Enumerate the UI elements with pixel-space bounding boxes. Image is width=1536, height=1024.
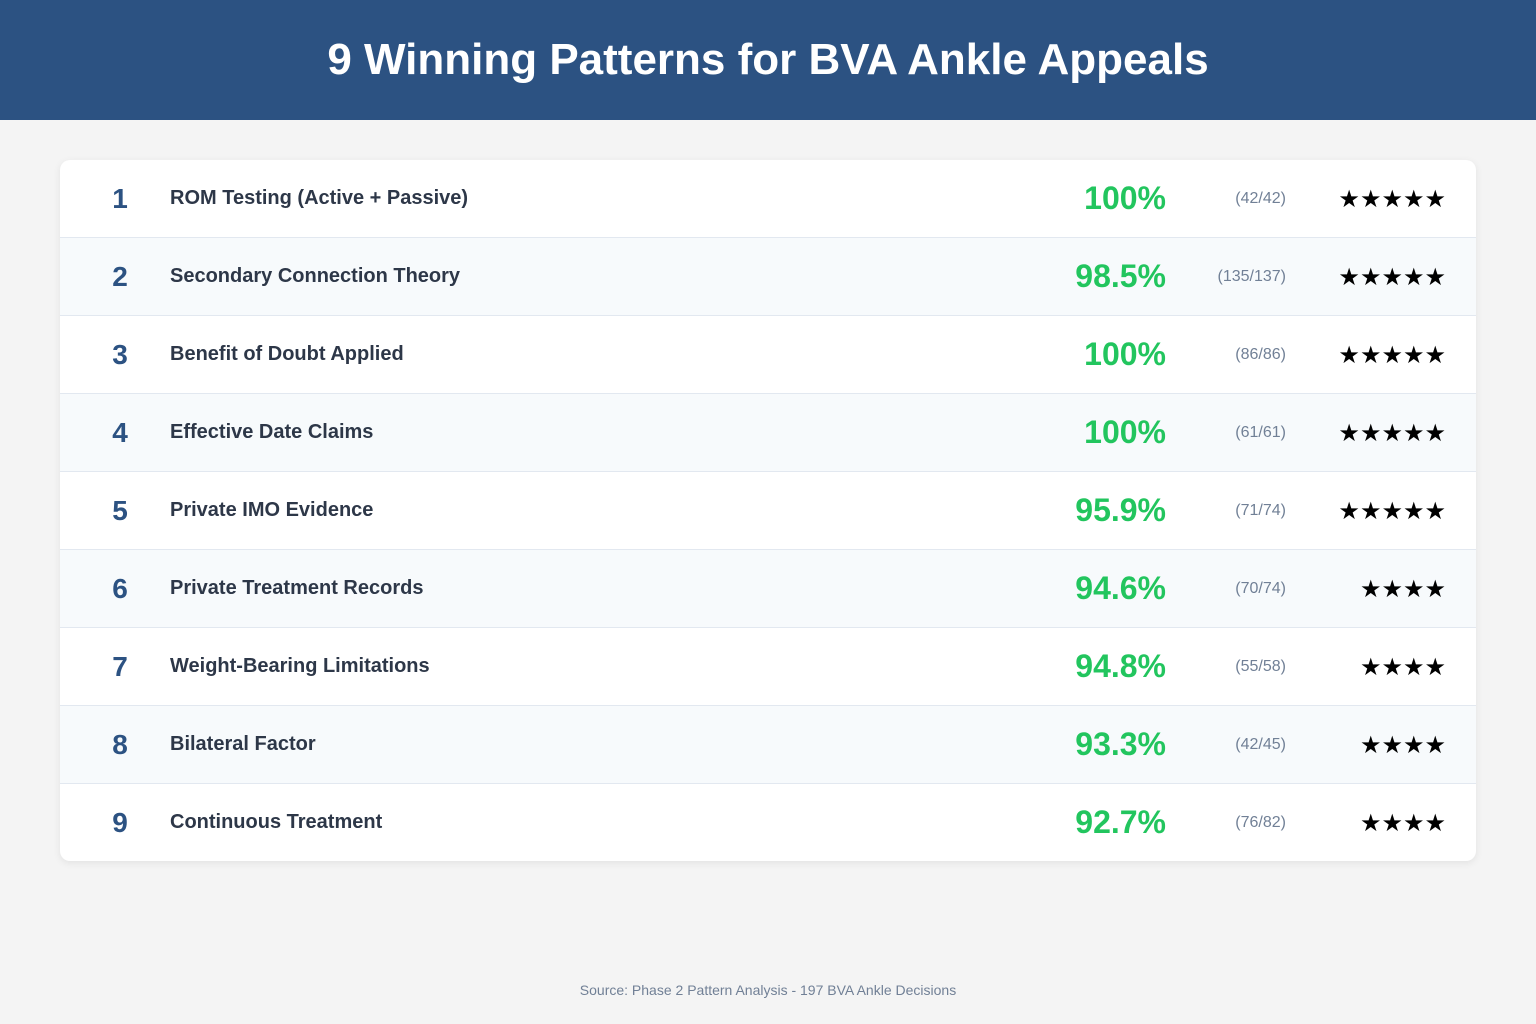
pattern-label: Effective Date Claims [170, 421, 374, 443]
rank-number: 9 [112, 806, 128, 838]
rank-number: 5 [112, 494, 128, 526]
rank-number: 1 [112, 182, 128, 214]
header-banner: 9 Winning Patterns for BVA Ankle Appeals [0, 0, 1536, 120]
win-count: (70/74) [1235, 579, 1286, 597]
star-rating-icon: ★★★★ [1359, 652, 1446, 681]
patterns-table: 1 ROM Testing (Active + Passive) 100% (4… [60, 160, 1476, 861]
rank-number: 2 [112, 260, 128, 292]
star-rating-icon: ★★★★★ [1338, 418, 1446, 447]
table-row: 9 Continuous Treatment 92.7% (76/82) ★★★… [60, 784, 1476, 861]
star-rating-icon: ★★★★ [1359, 730, 1446, 759]
table-row: 5 Private IMO Evidence 95.9% (71/74) ★★★… [60, 472, 1476, 550]
star-rating-icon: ★★★★★ [1338, 262, 1446, 291]
table-row: 7 Weight-Bearing Limitations 94.8% (55/5… [60, 628, 1476, 706]
win-rate: 98.5% [1075, 258, 1166, 294]
star-rating-icon: ★★★★★ [1338, 496, 1446, 525]
source-caption: Source: Phase 2 Pattern Analysis - 197 B… [579, 982, 957, 998]
pattern-label: Weight-Bearing Limitations [170, 655, 430, 677]
rank-number: 3 [112, 338, 128, 370]
rank-number: 7 [112, 650, 128, 682]
table-row: 4 Effective Date Claims 100% (61/61) ★★★… [60, 394, 1476, 472]
win-count: (71/74) [1235, 501, 1286, 519]
rank-number: 8 [112, 728, 128, 760]
pattern-label: Bilateral Factor [170, 733, 316, 755]
rank-number: 6 [112, 572, 128, 604]
win-count: (55/58) [1235, 657, 1286, 675]
win-count: (135/137) [1217, 267, 1287, 285]
star-rating-icon: ★★★★ [1359, 574, 1446, 603]
pattern-label: Continuous Treatment [170, 811, 383, 833]
win-rate: 95.9% [1075, 492, 1166, 528]
win-count: (76/82) [1235, 813, 1286, 831]
win-rate: 100% [1084, 180, 1166, 216]
table-row: 2 Secondary Connection Theory 98.5% (135… [60, 238, 1476, 316]
table-row: 8 Bilateral Factor 93.3% (42/45) ★★★★ [60, 706, 1476, 784]
win-count: (61/61) [1235, 423, 1286, 441]
win-count: (42/42) [1235, 189, 1286, 207]
table-row: 1 ROM Testing (Active + Passive) 100% (4… [60, 160, 1476, 238]
rank-number: 4 [112, 416, 128, 448]
table-row: 3 Benefit of Doubt Applied 100% (86/86) … [60, 316, 1476, 394]
pattern-label: Benefit of Doubt Applied [170, 343, 404, 365]
pattern-label: Private IMO Evidence [170, 499, 374, 521]
star-rating-icon: ★★★★ [1359, 808, 1446, 837]
win-rate: 100% [1084, 414, 1166, 450]
star-rating-icon: ★★★★★ [1338, 340, 1446, 369]
win-rate: 94.6% [1075, 570, 1166, 606]
win-rate: 100% [1084, 336, 1166, 372]
win-count: (86/86) [1235, 345, 1286, 363]
win-rate: 92.7% [1075, 804, 1166, 840]
star-rating-icon: ★★★★★ [1338, 184, 1446, 213]
win-rate: 93.3% [1075, 726, 1166, 762]
win-count: (42/45) [1235, 735, 1286, 753]
win-rate: 94.8% [1075, 648, 1166, 684]
table-row: 6 Private Treatment Records 94.6% (70/74… [60, 550, 1476, 628]
page-title: 9 Winning Patterns for BVA Ankle Appeals [327, 35, 1209, 84]
pattern-label: Secondary Connection Theory [170, 265, 461, 287]
pattern-label: ROM Testing (Active + Passive) [170, 187, 469, 209]
pattern-label: Private Treatment Records [170, 577, 424, 599]
